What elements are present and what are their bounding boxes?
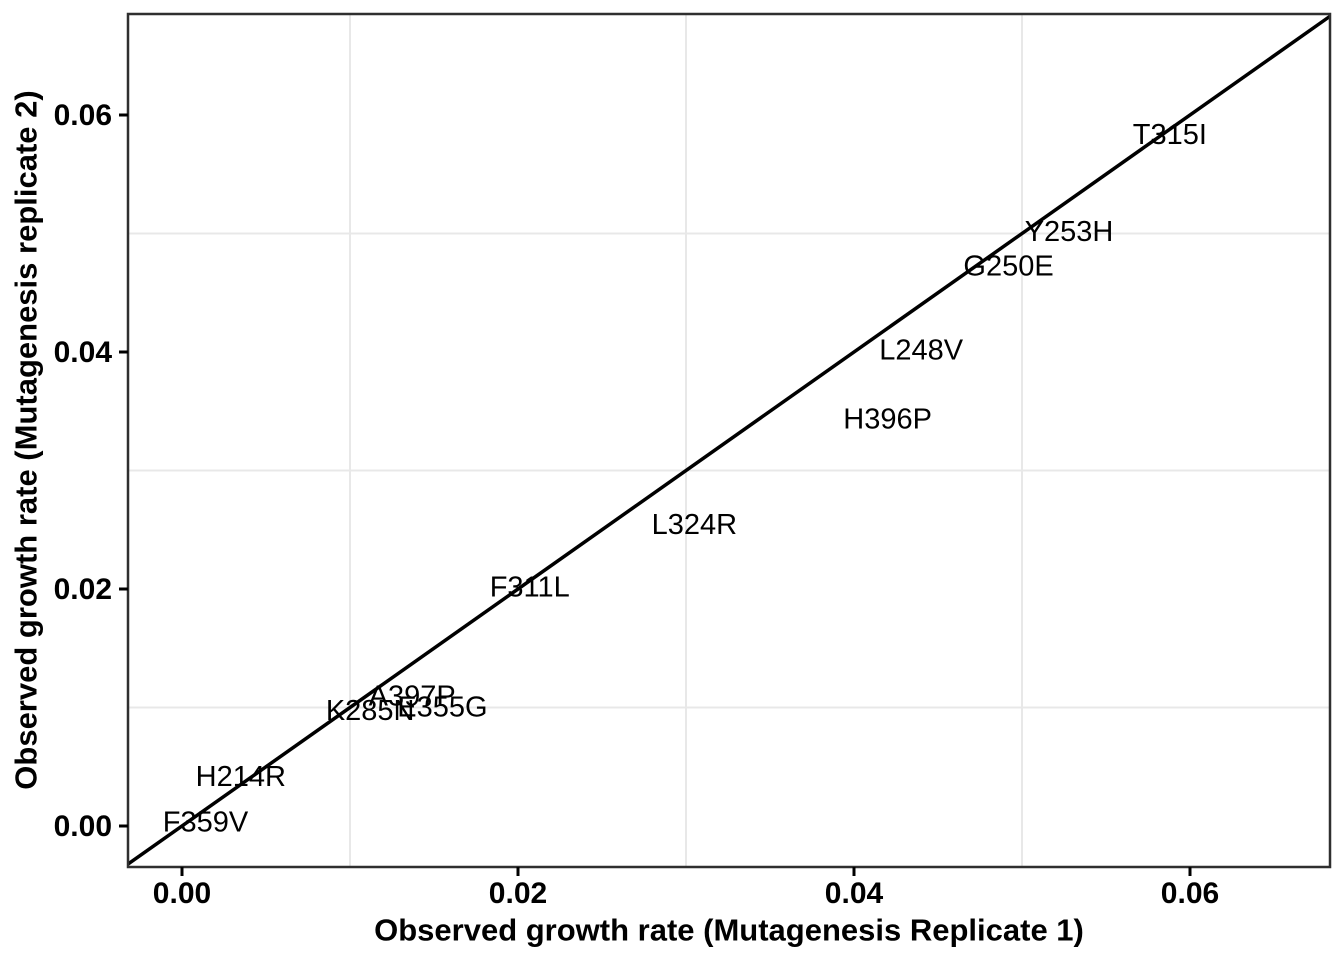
y-axis-title: Observed growth rate (Mutagenesis replic… bbox=[8, 90, 44, 790]
identity-line bbox=[126, 14, 1332, 866]
point-label-F359V: F359V bbox=[163, 806, 249, 838]
y-tick-label: 0.02 bbox=[54, 573, 112, 606]
point-label-L248V: L248V bbox=[879, 335, 964, 367]
x-tick-label: 0.06 bbox=[1161, 877, 1219, 910]
point-label-E355G: E355G bbox=[397, 691, 487, 723]
point-label-K285N: K285N bbox=[326, 695, 415, 727]
x-tick-label: 0.02 bbox=[489, 877, 547, 910]
point-label-L324R: L324R bbox=[652, 509, 737, 541]
point-label-H214R: H214R bbox=[196, 761, 286, 793]
x-axis-title: Observed growth rate (Mutagenesis Replic… bbox=[374, 912, 1084, 948]
point-label-H396P: H396P bbox=[843, 403, 932, 435]
y-tick-label: 0.00 bbox=[54, 810, 112, 843]
y-tick-label: 0.06 bbox=[54, 99, 112, 132]
x-tick-label: 0.04 bbox=[825, 877, 884, 910]
x-tick-label: 0.00 bbox=[153, 877, 211, 910]
point-label-G250E: G250E bbox=[963, 250, 1053, 282]
panel-border bbox=[126, 12, 1332, 869]
y-tick-label: 0.04 bbox=[54, 336, 113, 369]
